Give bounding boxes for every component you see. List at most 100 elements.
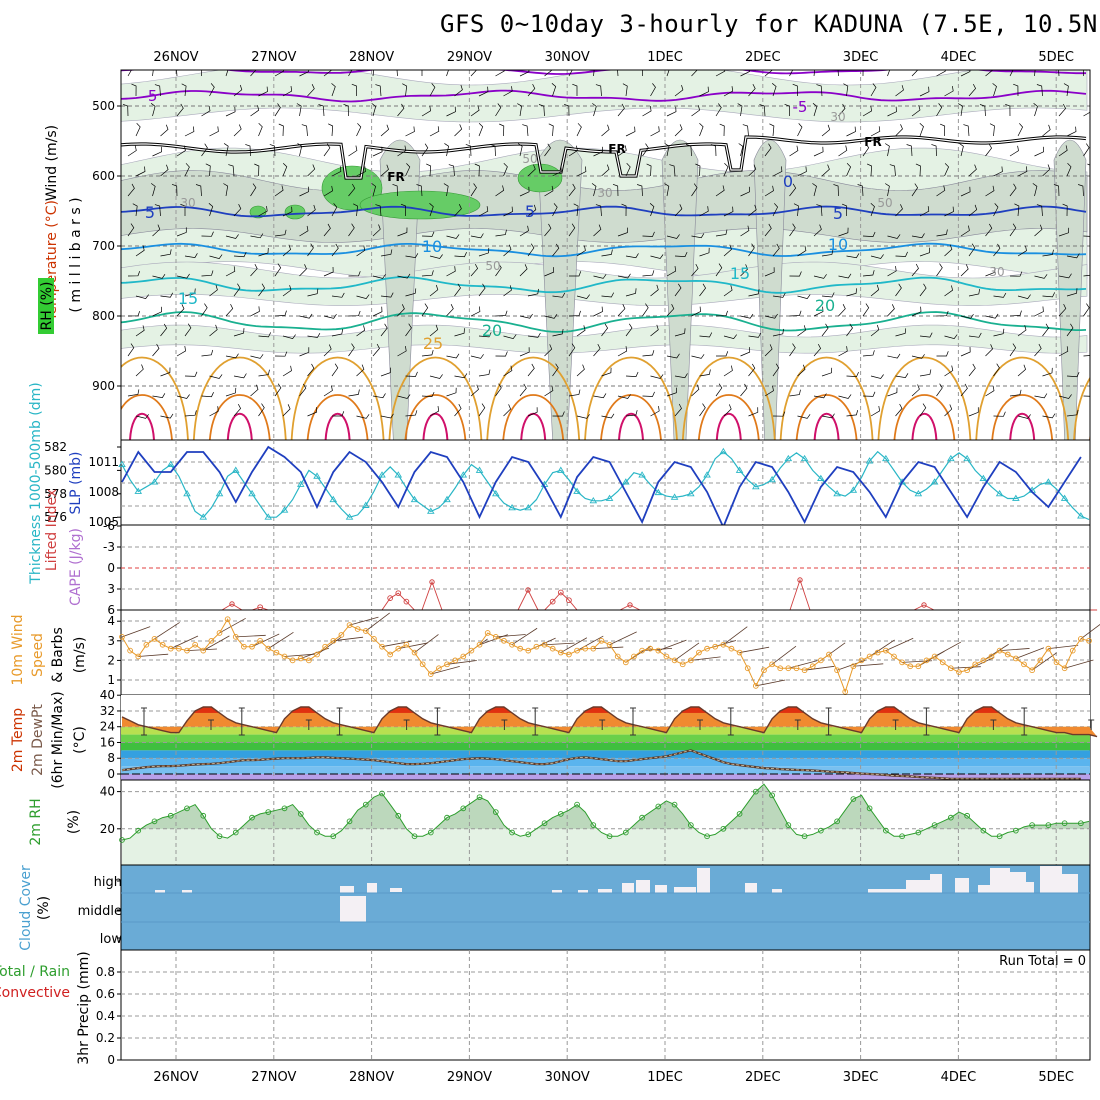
rh2m-marker	[281, 805, 288, 812]
wind-barb	[789, 145, 799, 157]
wind-barb	[691, 70, 698, 77]
contour-10	[121, 242, 1087, 258]
wind10m-barb	[934, 641, 962, 657]
wind-barb	[1087, 163, 1090, 166]
wind-barb	[699, 247, 710, 257]
wind-barb	[885, 183, 890, 197]
wind-barb	[568, 310, 581, 317]
wind-barb	[282, 86, 293, 97]
wind-barb	[1083, 303, 1090, 317]
wind-barb	[323, 344, 332, 357]
wind-barb	[723, 163, 729, 177]
rh2m-marker	[1061, 820, 1068, 827]
wind-barb	[838, 273, 852, 279]
wind10m-marker	[297, 655, 304, 662]
thickness-marker	[231, 466, 240, 473]
tick-label: 0.2	[96, 1031, 115, 1045]
wind10m-marker	[1029, 667, 1035, 674]
wind-barb	[1058, 227, 1070, 237]
wind-barb	[715, 103, 722, 117]
cloud-high-block	[655, 885, 667, 893]
wind-barb	[1083, 111, 1090, 117]
wind-barb	[789, 310, 802, 317]
wind-barb	[642, 270, 655, 277]
wind-barb	[527, 243, 535, 257]
wind-barb	[454, 84, 463, 97]
thickness-marker	[654, 488, 663, 496]
wind-barb	[862, 105, 872, 117]
wind10m-marker	[606, 641, 613, 648]
contour-labels: -5 -5 FR FR FR 0 5 5 5 10 10 15 15 20 20 25 30 30 30 30 50 50…	[143, 87, 1005, 353]
wind-barb	[1042, 124, 1051, 137]
wind-barb	[274, 70, 285, 77]
temp-color-band	[121, 766, 1090, 774]
wind-barb	[915, 163, 921, 177]
lifted-index-marker	[403, 598, 410, 605]
wind-barb	[1009, 343, 1017, 357]
wind10m-marker	[899, 659, 905, 666]
wind-barb	[356, 325, 366, 337]
cloud-cover-panel: high middle low Cloud Cover (%)	[18, 864, 1091, 951]
wind-barb	[503, 163, 508, 177]
wind-barb	[160, 323, 168, 337]
wind-barb	[759, 104, 766, 117]
wind-barb	[1034, 306, 1044, 317]
wind-barb	[846, 163, 852, 177]
wind-barb	[233, 328, 245, 337]
wind-barb	[372, 70, 375, 77]
wind-barb	[503, 206, 513, 217]
wind10m-marker	[639, 647, 645, 654]
wind-barb	[985, 313, 999, 319]
wind-barb	[911, 384, 920, 397]
wind-barb	[769, 123, 775, 137]
wind-barb	[944, 206, 954, 217]
wind-barb	[323, 185, 333, 197]
temp-color-band	[121, 758, 1090, 767]
wind-barb	[331, 243, 339, 257]
wind-barb	[993, 166, 1003, 177]
wind-barb	[968, 407, 979, 417]
minmax-bar	[501, 719, 508, 730]
minmax-bar	[794, 719, 801, 730]
wind-barb	[331, 83, 336, 97]
wind-barb	[740, 225, 750, 237]
wind-barb	[1042, 413, 1056, 419]
wind-barb	[723, 206, 734, 217]
wind-barb	[1092, 126, 1100, 136]
wind-barb	[478, 206, 489, 217]
wind-barb	[993, 328, 1005, 337]
wind-barb	[307, 407, 318, 417]
wind-barb	[919, 403, 927, 417]
wind-barb	[748, 204, 757, 217]
wind-barb	[563, 103, 570, 117]
wind-barb	[716, 351, 729, 357]
tick-label: 600	[92, 169, 115, 183]
wind-barb	[764, 267, 775, 277]
wind-barb	[944, 404, 953, 417]
rh2m-marker	[151, 818, 158, 825]
wind-barb	[1032, 183, 1038, 197]
rh2m-marker	[850, 796, 857, 802]
wind-barb	[225, 70, 229, 77]
lifted-index-spike	[913, 604, 935, 611]
lifted-index-spike	[421, 580, 443, 611]
wind-barb	[985, 223, 993, 237]
wind-barb	[960, 314, 974, 319]
wind10m-marker	[395, 645, 402, 652]
top-date-label: 26NOV	[153, 50, 198, 65]
wind-barb	[772, 243, 780, 257]
wind-barb	[919, 86, 930, 97]
cloud-high-block	[340, 886, 354, 893]
rh2m-marker	[915, 829, 922, 836]
wind-barb	[474, 163, 480, 177]
wind-barb	[723, 404, 732, 417]
wind-barb	[1033, 103, 1038, 117]
wind10m-marker	[167, 645, 174, 652]
wind-barb	[719, 123, 725, 137]
wind-barb	[429, 126, 440, 137]
wind-barb	[278, 123, 284, 137]
wind-barb	[209, 83, 215, 97]
wind-barb	[372, 274, 386, 279]
wind10m-barb	[511, 627, 538, 646]
wind-barb	[748, 407, 759, 417]
